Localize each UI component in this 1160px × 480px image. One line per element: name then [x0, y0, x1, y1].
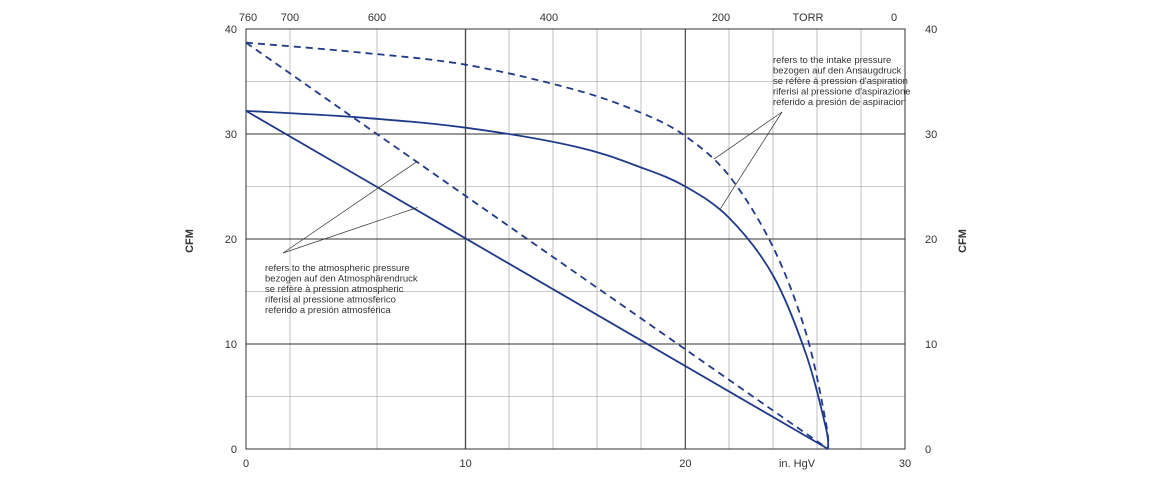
top-tick-label: 600 [368, 12, 386, 24]
annotation-leader-line [282, 161, 418, 254]
x-tick-label: 20 [679, 458, 691, 470]
x-tick-label: 10 [460, 458, 472, 470]
plot-frame [245, 28, 906, 450]
y-axis-label-right: CFM [957, 229, 969, 253]
annotation-text: bezogen auf den Ansaugdruck [773, 66, 902, 77]
x-axis-unit-label: in. HgV [779, 458, 816, 470]
top-tick-label: 0 [891, 12, 897, 24]
annotation-text: referido a presión atmosférica [265, 305, 391, 316]
annotation-text: refers to the atmospheric pressure [265, 263, 410, 274]
top-axis-unit-label: TORR [793, 12, 824, 24]
curves [245, 41, 830, 450]
annotation-leader-line [282, 207, 418, 254]
annotation-text: se réfère à pression d'aspiration [773, 76, 908, 87]
top-tick-label: 700 [281, 12, 299, 24]
y-tick-label-right: 20 [925, 234, 937, 246]
y-tick-label-right: 30 [925, 129, 937, 141]
annotation-leader-line [720, 111, 783, 209]
annotation-text: refers to the intake pressure [773, 55, 891, 66]
y-tick-label-left: 20 [225, 234, 237, 246]
series-2-dashed [245, 41, 829, 450]
annotation-text: riferisi al pressione d'aspirazione [773, 87, 911, 98]
top-tick-label: 200 [712, 12, 730, 24]
annotation-text: referido a presión de aspiracion [773, 97, 906, 108]
annotation-text: bezogen auf den Atmosphärendruck [265, 274, 418, 285]
y-tick-label-left: 10 [225, 339, 237, 351]
y-axis-label-left: CFM [184, 229, 196, 253]
y-tick-label-left: 0 [231, 444, 237, 456]
x-tick-label: 0 [243, 458, 249, 470]
annotation-text: se réfère à pression atmospheric [265, 284, 404, 295]
series-0-dashed [245, 41, 830, 450]
top-tick-label: 760 [239, 12, 257, 24]
y-tick-label-left: 30 [225, 129, 237, 141]
annotation-text: riferisi al pressione atmosferico [265, 295, 396, 306]
series-3-solid [245, 110, 829, 450]
top-tick-label: 400 [540, 12, 558, 24]
y-tick-label-left: 40 [225, 24, 237, 36]
y-tick-label-right: 10 [925, 339, 937, 351]
y-tick-label-right: 0 [925, 444, 931, 456]
y-tick-label-right: 40 [925, 24, 937, 36]
grid [245, 28, 906, 450]
series-1-solid [245, 110, 830, 450]
x-tick-label: 30 [899, 458, 911, 470]
annotation-leader-line [713, 111, 783, 160]
